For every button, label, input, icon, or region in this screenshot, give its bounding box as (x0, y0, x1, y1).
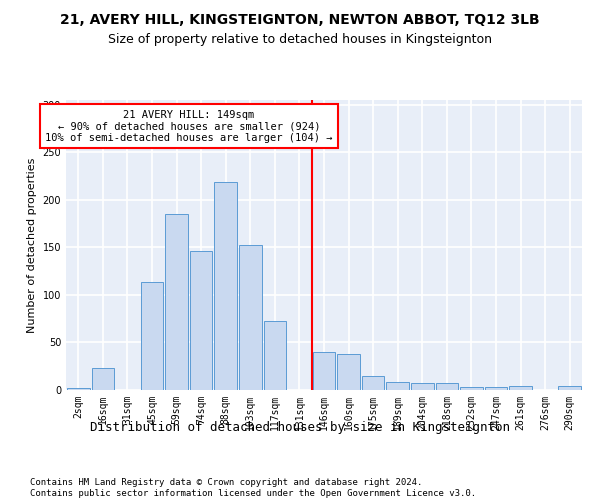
Text: Contains HM Land Registry data © Crown copyright and database right 2024.
Contai: Contains HM Land Registry data © Crown c… (30, 478, 476, 498)
Bar (140, 282, 163, 390)
Bar (559, 386, 581, 390)
Bar (485, 387, 508, 390)
Bar (263, 320, 286, 390)
Bar (436, 384, 458, 390)
Bar (411, 384, 434, 390)
Bar (92, 368, 114, 390)
Bar (362, 376, 385, 390)
Text: 21, AVERY HILL, KINGSTEIGNTON, NEWTON ABBOT, TQ12 3LB: 21, AVERY HILL, KINGSTEIGNTON, NEWTON AB… (60, 12, 540, 26)
Text: 21 AVERY HILL: 149sqm
← 90% of detached houses are smaller (924)
10% of semi-det: 21 AVERY HILL: 149sqm ← 90% of detached … (45, 110, 332, 142)
Bar (386, 382, 409, 390)
Bar (190, 251, 212, 390)
Text: Distribution of detached houses by size in Kingsteignton: Distribution of detached houses by size … (90, 421, 510, 434)
Bar (337, 354, 360, 390)
Bar (67, 388, 89, 390)
Text: Size of property relative to detached houses in Kingsteignton: Size of property relative to detached ho… (108, 32, 492, 46)
Bar (165, 214, 188, 390)
Y-axis label: Number of detached properties: Number of detached properties (27, 158, 37, 332)
Bar (313, 352, 335, 390)
Bar (214, 182, 237, 390)
Bar (509, 386, 532, 390)
Bar (239, 246, 262, 390)
Bar (460, 387, 483, 390)
